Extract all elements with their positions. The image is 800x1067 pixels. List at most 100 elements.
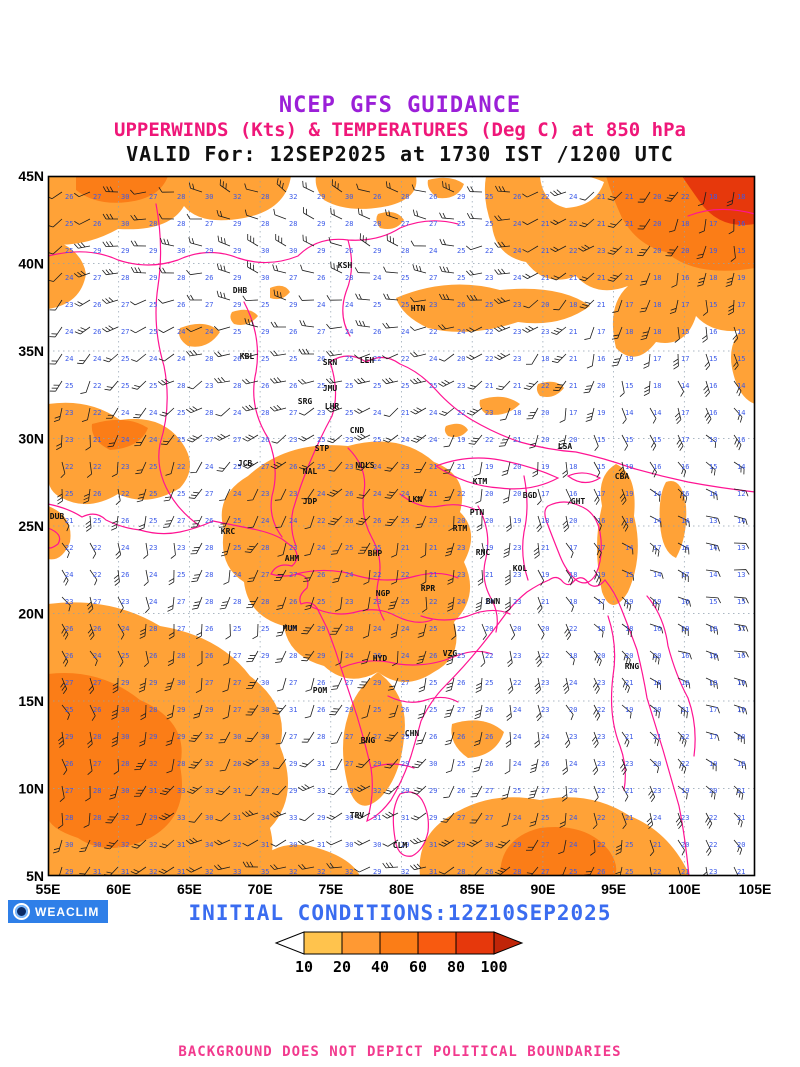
wind-barb <box>480 650 486 668</box>
temperature-value: 26 <box>289 382 297 390</box>
wind-barb <box>138 677 147 693</box>
wind-barb <box>214 377 231 384</box>
legend-row: 10 20 40 60 80 100 <box>0 930 800 982</box>
wind-barb <box>382 811 399 819</box>
temperature-value: 24 <box>149 355 157 363</box>
wind-barb <box>331 179 343 193</box>
temperature-value: 24 <box>345 301 353 309</box>
wind-barb <box>185 837 203 845</box>
temperature-value: 24 <box>429 355 437 363</box>
wind-barb <box>329 623 343 635</box>
station-label: JDP <box>303 497 318 506</box>
temperature-value: 25 <box>65 247 73 255</box>
wind-barb <box>48 191 63 200</box>
wind-barb <box>158 866 175 874</box>
wind-barb <box>270 839 287 847</box>
wind-barb <box>579 272 595 282</box>
wind-barb <box>412 264 427 274</box>
wind-barb <box>522 218 539 225</box>
temperature-value: 17 <box>653 355 661 363</box>
temperature-value: 17 <box>709 733 717 741</box>
temperature-value: 30 <box>345 841 353 849</box>
temperature-value: 21 <box>457 463 465 471</box>
wind-barb <box>529 758 539 774</box>
temperature-value: 20 <box>513 490 521 498</box>
temperature-value: 31 <box>177 841 185 849</box>
temperature-value: 14 <box>625 409 633 417</box>
wind-barb <box>190 461 203 474</box>
wind-barb <box>674 407 682 425</box>
temperature-value: 25 <box>485 193 493 201</box>
wind-barb <box>241 352 259 358</box>
temperature-value: 24 <box>233 490 241 498</box>
temperature-value: 22 <box>93 382 101 390</box>
weaclim-globe-icon <box>13 903 30 920</box>
wind-barb <box>677 623 689 637</box>
wind-barb <box>159 237 175 247</box>
temperature-value: 26 <box>121 517 129 525</box>
wind-barb <box>466 294 483 301</box>
station-label: JMU <box>323 384 338 393</box>
wind-barb <box>384 731 399 742</box>
temperature-value: 28 <box>401 193 409 201</box>
temperature-value: 32 <box>205 868 213 876</box>
temperature-value: 22 <box>373 355 381 363</box>
temperature-value: 25 <box>177 571 185 579</box>
station-label: BNG <box>361 736 376 745</box>
wind-barb <box>409 377 427 385</box>
wind-barb <box>496 380 511 391</box>
temperature-value: 17 <box>597 598 605 606</box>
wind-barb <box>536 515 542 533</box>
wind-barb <box>331 677 343 690</box>
wind-barb <box>733 623 749 632</box>
temperature-value: 29 <box>317 193 325 201</box>
wind-barb <box>447 596 455 612</box>
temperature-value: 16 <box>737 220 745 228</box>
wind-barb <box>553 380 567 392</box>
temperature-value: 18 <box>569 652 577 660</box>
temperature-value: 25 <box>233 328 241 336</box>
temperature-value: 30 <box>345 193 353 201</box>
wind-barb <box>412 758 427 769</box>
wind-barb <box>244 183 259 193</box>
political-boundary-line <box>309 605 433 623</box>
temperature-value: 22 <box>373 571 381 579</box>
temperature-value: 22 <box>93 571 101 579</box>
wind-barb <box>130 240 147 247</box>
temperature-value: 23 <box>289 436 297 444</box>
wind-barb <box>579 218 595 228</box>
temperature-value: 18 <box>681 220 689 228</box>
temperature-value: 21 <box>597 301 605 309</box>
wind-barb <box>523 299 539 309</box>
political-boundary-line <box>329 355 755 493</box>
temperature-value: 19 <box>485 544 493 552</box>
temperature-value: 24 <box>205 463 213 471</box>
temperature-value: 24 <box>569 814 577 822</box>
wind-barb <box>219 758 231 772</box>
wind-barb <box>536 596 543 614</box>
wind-barb <box>168 569 175 586</box>
wind-barb <box>335 596 343 612</box>
wind-barb <box>443 434 455 448</box>
temperature-value: 32 <box>205 733 213 741</box>
temperature-shade-region <box>230 309 258 325</box>
temperature-value: 29 <box>317 220 325 228</box>
temperature-value: 28 <box>261 598 269 606</box>
station-label: LSA <box>558 442 573 451</box>
wind-barb <box>158 812 175 821</box>
temperature-value: 27 <box>149 193 157 201</box>
temperature-value: 19 <box>513 517 521 525</box>
temperature-value: 27 <box>177 598 185 606</box>
wind-barb <box>443 785 455 799</box>
wind-barb <box>269 810 287 818</box>
wind-barb <box>304 542 315 556</box>
temperature-value: 26 <box>429 652 437 660</box>
temperature-value: 28 <box>121 760 129 768</box>
temperature-value: 23 <box>513 355 521 363</box>
temperature-value: 24 <box>569 841 577 849</box>
temperature-value: 17 <box>681 409 689 417</box>
wind-barb <box>382 434 399 443</box>
temperature-value: 13 <box>709 436 717 444</box>
temperature-value: 26 <box>317 571 325 579</box>
wind-barb <box>391 569 399 585</box>
